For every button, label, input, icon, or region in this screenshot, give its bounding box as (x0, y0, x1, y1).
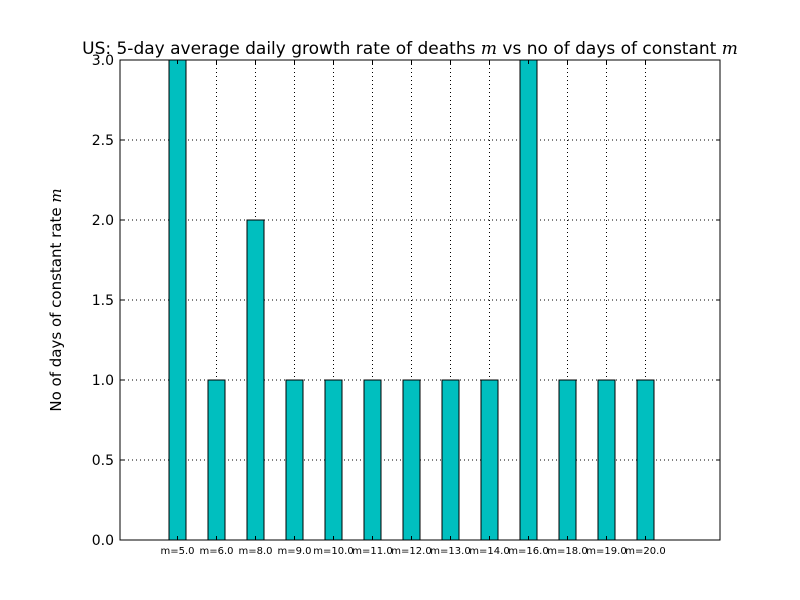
y-axis-label-math: m (47, 188, 65, 202)
chart-title-text-2: vs no of days of constant (497, 39, 722, 59)
x-tick-label: m=10.0 (313, 546, 353, 557)
x-tick-label: m=6.0 (199, 546, 233, 557)
x-tick-label: m=20.0 (625, 546, 665, 557)
y-tick-label: 2.0 (92, 213, 114, 229)
bar (636, 379, 655, 541)
chart-title-math: m (481, 39, 497, 59)
bar (168, 59, 187, 541)
x-tick-label: m=5.0 (160, 546, 194, 557)
bar (285, 379, 304, 541)
bar (597, 379, 616, 541)
bar (207, 379, 226, 541)
bar (558, 379, 577, 541)
bar (324, 379, 343, 541)
x-tick-label: m=19.0 (586, 546, 626, 557)
x-tick-label: m=18.0 (547, 546, 587, 557)
chart-title: US: 5-day average daily growth rate of d… (82, 39, 738, 59)
bar (480, 379, 499, 541)
y-axis-label: No of days of constant rate m (47, 188, 65, 411)
bar (246, 219, 265, 541)
axis-ticks: 0.0 0.5 1.0 1.5 2.0 2.5 3.0 m=5.0 m=6.0 m=8.0 m=9.… (92, 53, 720, 557)
chart-title-math-2: m (722, 39, 738, 59)
y-tick-label: 0.5 (92, 453, 114, 469)
x-tick-label: m=9.0 (277, 546, 311, 557)
x-tick-label: m=12.0 (391, 546, 431, 557)
bar (363, 379, 382, 541)
y-tick-label: 1.0 (92, 373, 114, 389)
y-axis-label-text: No of days of constant rate (47, 203, 65, 412)
bar (441, 379, 460, 541)
x-tick-label: m=8.0 (238, 546, 272, 557)
chart-title-text: US: 5-day average daily growth rate of d… (82, 39, 481, 59)
bar (519, 59, 538, 541)
x-tick-label: m=14.0 (469, 546, 509, 557)
bar (402, 379, 421, 541)
x-tick-label: m=13.0 (430, 546, 470, 557)
x-tick-label: m=16.0 (508, 546, 548, 557)
y-tick-label: 2.5 (92, 133, 114, 149)
plot-frame (119, 59, 721, 541)
x-tick-label: m=11.0 (352, 546, 392, 557)
y-tick-label: 1.5 (92, 293, 114, 309)
y-tick-label: 0.0 (92, 533, 114, 549)
y-tick-label: 3.0 (92, 53, 114, 69)
